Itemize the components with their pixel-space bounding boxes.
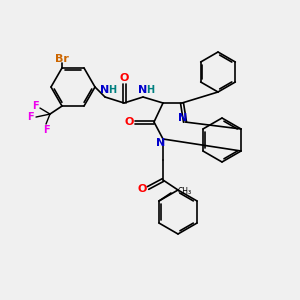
Text: N: N — [100, 85, 109, 95]
Text: N: N — [156, 138, 166, 148]
Text: H: H — [146, 85, 154, 95]
Text: O: O — [124, 117, 134, 127]
Text: O: O — [119, 73, 129, 83]
Text: F: F — [43, 125, 49, 135]
Text: O: O — [137, 184, 147, 194]
Text: CH₃: CH₃ — [178, 187, 192, 196]
Text: F: F — [27, 112, 33, 122]
Text: N: N — [138, 85, 148, 95]
Text: F: F — [32, 101, 38, 111]
Text: N: N — [178, 113, 188, 123]
Text: H: H — [108, 85, 116, 95]
Text: Br: Br — [55, 54, 69, 64]
